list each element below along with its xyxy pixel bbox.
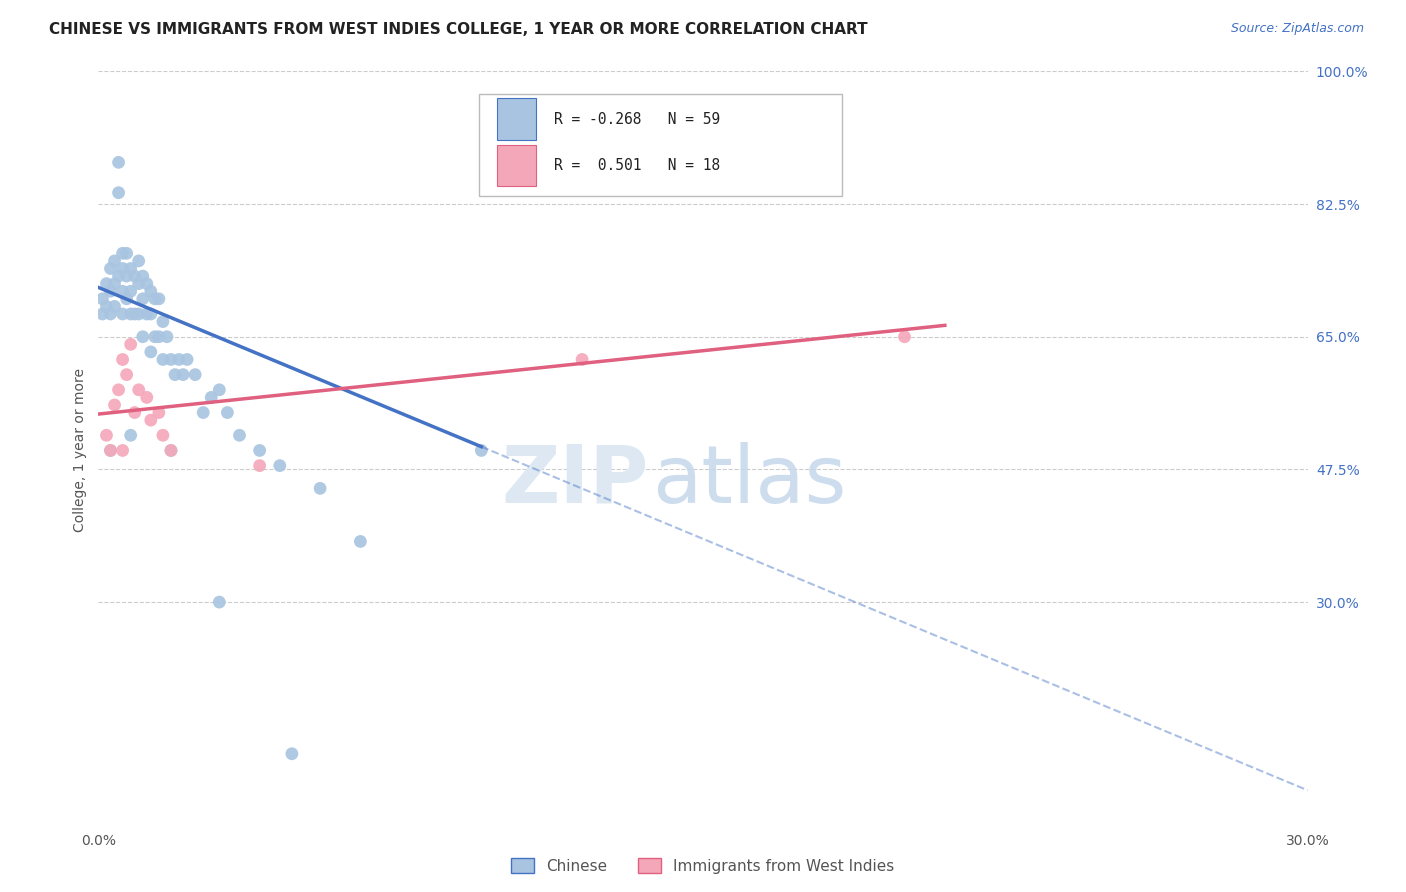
Point bbox=[111, 285, 134, 299]
Point bbox=[163, 368, 186, 382]
Y-axis label: College, 1 year or more: College, 1 year or more bbox=[73, 368, 87, 533]
Point bbox=[269, 458, 291, 473]
Point bbox=[156, 330, 179, 344]
Point bbox=[103, 277, 125, 291]
Point bbox=[107, 269, 129, 284]
Point bbox=[571, 352, 593, 367]
Point bbox=[128, 307, 150, 321]
Point bbox=[91, 307, 114, 321]
Point bbox=[208, 383, 231, 397]
Point bbox=[139, 413, 162, 427]
Point bbox=[148, 330, 170, 344]
Point bbox=[176, 352, 198, 367]
Point bbox=[120, 285, 142, 299]
Legend: Chinese, Immigrants from West Indies: Chinese, Immigrants from West Indies bbox=[505, 852, 901, 880]
Point bbox=[167, 352, 190, 367]
Point bbox=[115, 368, 138, 382]
Point bbox=[172, 368, 194, 382]
Point bbox=[124, 307, 146, 321]
Text: R =  0.501   N = 18: R = 0.501 N = 18 bbox=[554, 158, 720, 173]
Point bbox=[124, 405, 146, 420]
Text: Source: ZipAtlas.com: Source: ZipAtlas.com bbox=[1230, 22, 1364, 36]
Point bbox=[309, 482, 332, 496]
Point bbox=[152, 428, 174, 442]
Text: CHINESE VS IMMIGRANTS FROM WEST INDIES COLLEGE, 1 YEAR OR MORE CORRELATION CHART: CHINESE VS IMMIGRANTS FROM WEST INDIES C… bbox=[49, 22, 868, 37]
Text: ZIP: ZIP bbox=[502, 442, 648, 520]
FancyBboxPatch shape bbox=[479, 95, 842, 196]
Point bbox=[96, 300, 118, 314]
Point bbox=[143, 292, 166, 306]
Point bbox=[281, 747, 304, 761]
Point bbox=[152, 352, 174, 367]
Point bbox=[111, 443, 134, 458]
Point bbox=[148, 405, 170, 420]
Point bbox=[100, 261, 122, 276]
Point bbox=[100, 443, 122, 458]
Point bbox=[120, 261, 142, 276]
Point bbox=[111, 261, 134, 276]
Point bbox=[128, 383, 150, 397]
Point bbox=[132, 269, 155, 284]
Point bbox=[115, 269, 138, 284]
Text: R = -0.268   N = 59: R = -0.268 N = 59 bbox=[554, 112, 720, 127]
Point bbox=[152, 314, 174, 328]
Point bbox=[184, 368, 207, 382]
Point bbox=[148, 292, 170, 306]
Point bbox=[349, 534, 371, 549]
Point bbox=[228, 428, 250, 442]
Point bbox=[96, 277, 118, 291]
FancyBboxPatch shape bbox=[498, 145, 536, 186]
Point bbox=[128, 277, 150, 291]
Point bbox=[100, 307, 122, 321]
Point bbox=[111, 307, 134, 321]
Point bbox=[139, 285, 162, 299]
Text: atlas: atlas bbox=[652, 442, 846, 520]
Point bbox=[160, 352, 183, 367]
Point bbox=[470, 443, 492, 458]
Point bbox=[208, 595, 231, 609]
FancyBboxPatch shape bbox=[498, 98, 536, 140]
Point bbox=[132, 292, 155, 306]
Point bbox=[160, 443, 183, 458]
Point bbox=[96, 428, 118, 442]
Point bbox=[124, 269, 146, 284]
Point bbox=[160, 443, 183, 458]
Point bbox=[120, 307, 142, 321]
Point bbox=[200, 391, 222, 405]
Point bbox=[139, 344, 162, 359]
Point bbox=[893, 330, 915, 344]
Point bbox=[100, 443, 122, 458]
Point bbox=[115, 246, 138, 260]
Point bbox=[103, 398, 125, 412]
Point bbox=[135, 307, 157, 321]
Point bbox=[107, 383, 129, 397]
Point bbox=[143, 330, 166, 344]
Point bbox=[107, 186, 129, 200]
Point bbox=[111, 352, 134, 367]
Point bbox=[128, 253, 150, 268]
Point bbox=[100, 285, 122, 299]
Point bbox=[120, 337, 142, 351]
Point bbox=[217, 405, 239, 420]
Point bbox=[193, 405, 215, 420]
Point bbox=[115, 292, 138, 306]
Point bbox=[249, 458, 271, 473]
Point bbox=[135, 391, 157, 405]
Point bbox=[103, 300, 125, 314]
Point bbox=[249, 443, 271, 458]
Point bbox=[135, 277, 157, 291]
Point bbox=[91, 292, 114, 306]
Point bbox=[139, 307, 162, 321]
Point bbox=[103, 253, 125, 268]
Point bbox=[107, 155, 129, 169]
Point bbox=[111, 246, 134, 260]
Point bbox=[120, 428, 142, 442]
Point bbox=[132, 330, 155, 344]
